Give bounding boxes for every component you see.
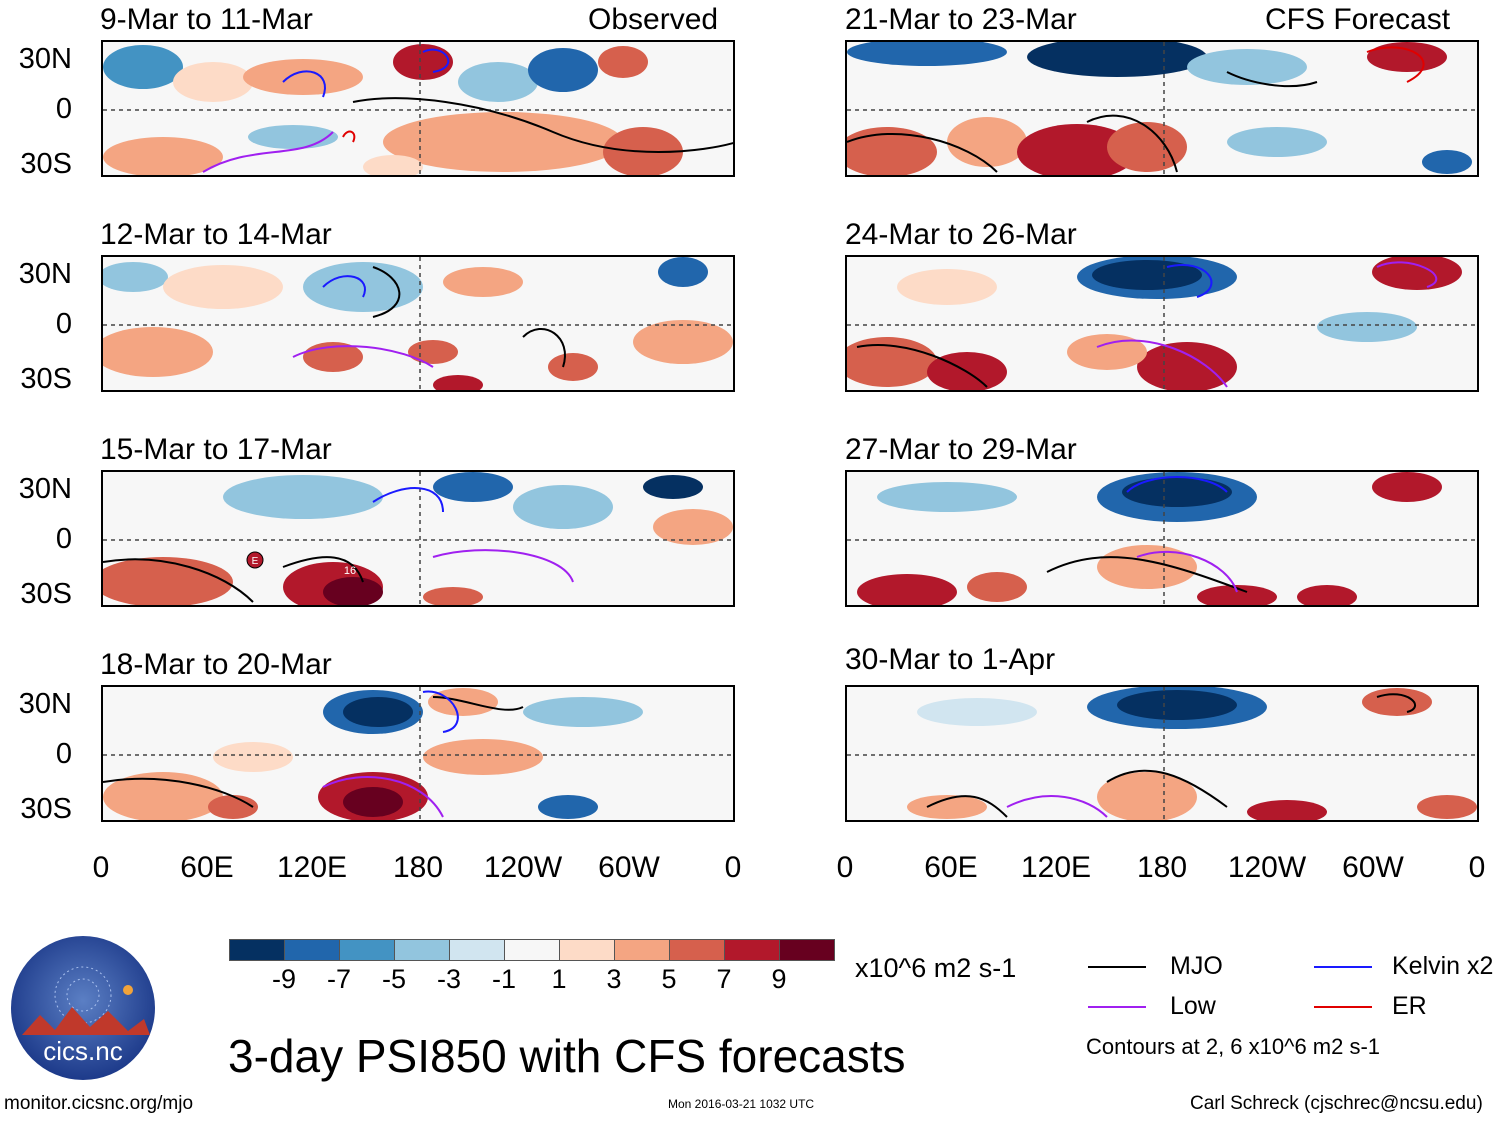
colorbar-units: x10^6 m2 s-1 xyxy=(855,953,1017,983)
legend-line-low xyxy=(1088,1006,1146,1008)
colorbar-tick-label: -1 xyxy=(491,964,517,994)
map-panel xyxy=(845,685,1479,822)
colorbar-tick-label: -9 xyxy=(271,964,297,994)
colorbar-swatch xyxy=(559,939,615,961)
colorbar-tick-label: 3 xyxy=(606,964,622,994)
map-panel: E 16 xyxy=(101,470,735,607)
footer-url[interactable]: monitor.cicsnc.org/mjo xyxy=(4,1093,194,1114)
lat-label: 30N xyxy=(18,43,72,75)
lat-label: 30S xyxy=(20,793,72,825)
map-panel xyxy=(101,685,735,822)
lat-label: 30N xyxy=(18,688,72,720)
storm-label: E xyxy=(252,556,259,567)
colorbar-tick-label: 7 xyxy=(716,964,732,994)
legend-label: Kelvin x2 xyxy=(1392,952,1494,980)
colorbar-swatch xyxy=(779,939,835,961)
map-panel xyxy=(845,255,1479,392)
panel-title: 30-Mar to 1-Apr xyxy=(845,643,1056,676)
lat-label: 30N xyxy=(18,473,72,505)
map-panel xyxy=(101,40,735,177)
map-panel xyxy=(845,40,1479,177)
colorbar-tick-label: 9 xyxy=(771,964,787,994)
lat-label: 0 xyxy=(55,738,72,770)
lat-label: 30S xyxy=(20,363,72,395)
map-panel xyxy=(101,255,735,392)
lat-label: 30N xyxy=(18,258,72,290)
footer-timestamp: Mon 2016-03-21 1032 UTC xyxy=(668,1097,815,1111)
colorbar-swatch xyxy=(504,939,560,961)
colorbar-swatch xyxy=(614,939,670,961)
lon-label: 0 xyxy=(1468,851,1486,884)
lon-label: 60W xyxy=(1342,851,1404,884)
colorbar-swatch xyxy=(229,939,285,961)
lat-label: 0 xyxy=(55,93,72,125)
lon-label: 120E xyxy=(1020,851,1092,884)
main-title: 3-day PSI850 with CFS forecasts xyxy=(228,1030,906,1082)
panel-title: 27-Mar to 29-Mar xyxy=(845,433,1077,466)
lon-label: 60E xyxy=(924,851,978,884)
lon-label: 120W xyxy=(483,851,563,884)
legend-line-kelvin xyxy=(1314,966,1372,968)
colorbar-tick-label: 1 xyxy=(551,964,567,994)
logo-text: cics.nc xyxy=(43,1036,122,1066)
storm-label: 16 xyxy=(344,565,356,577)
legend-label: MJO xyxy=(1170,952,1223,980)
colorbar-swatch xyxy=(724,939,780,961)
panel-title: 18-Mar to 20-Mar xyxy=(100,648,332,681)
lon-label: 60E xyxy=(180,851,234,884)
colorbar-tick-label: -7 xyxy=(326,964,352,994)
colorbar-swatch xyxy=(669,939,725,961)
lon-label: 60W xyxy=(598,851,660,884)
legend-line-er xyxy=(1314,1006,1372,1008)
observed-label: Observed xyxy=(588,3,719,36)
panel-title: 9-Mar to 11-Mar xyxy=(100,3,313,36)
colorbar-tick-label: 5 xyxy=(661,964,677,994)
lon-label: 0 xyxy=(836,851,854,884)
lon-label: 0 xyxy=(724,851,742,884)
legend-line-mjo xyxy=(1088,966,1146,968)
colorbar-tick-label: -3 xyxy=(436,964,462,994)
lon-label: 180 xyxy=(392,851,444,884)
lon-label: 0 xyxy=(92,851,110,884)
colorbar-swatch xyxy=(339,939,395,961)
cics-logo: cics.nc xyxy=(10,935,156,1081)
lat-label: 30S xyxy=(20,148,72,180)
colorbar-swatch xyxy=(394,939,450,961)
panel-title: 21-Mar to 23-Mar xyxy=(845,3,1077,36)
colorbar-tick-label: -5 xyxy=(381,964,407,994)
lon-label: 120E xyxy=(276,851,348,884)
panel-title: 15-Mar to 17-Mar xyxy=(100,433,332,466)
panel-title: 12-Mar to 14-Mar xyxy=(100,218,332,251)
footer-author: Carl Schreck (cjschrec@ncsu.edu) xyxy=(1190,1093,1483,1114)
colorbar-labels: -9 -7 -5 -3 -1 1 3 5 7 9 xyxy=(229,966,834,996)
colorbar-swatch xyxy=(449,939,505,961)
panel-title: 24-Mar to 26-Mar xyxy=(845,218,1077,251)
legend-label: ER xyxy=(1392,992,1427,1020)
legend-label: Low xyxy=(1170,992,1216,1020)
colorbar-swatch xyxy=(284,939,340,961)
lon-label: 120W xyxy=(1227,851,1307,884)
colorbar xyxy=(229,939,835,961)
map-panel xyxy=(845,470,1479,607)
contour-note: Contours at 2, 6 x10^6 m2 s-1 xyxy=(1086,1034,1381,1059)
lon-label: 180 xyxy=(1136,851,1188,884)
cfs-forecast-label: CFS Forecast xyxy=(1265,3,1451,36)
lat-label: 0 xyxy=(55,308,72,340)
lat-label: 30S xyxy=(20,578,72,610)
lat-label: 0 xyxy=(55,523,72,555)
